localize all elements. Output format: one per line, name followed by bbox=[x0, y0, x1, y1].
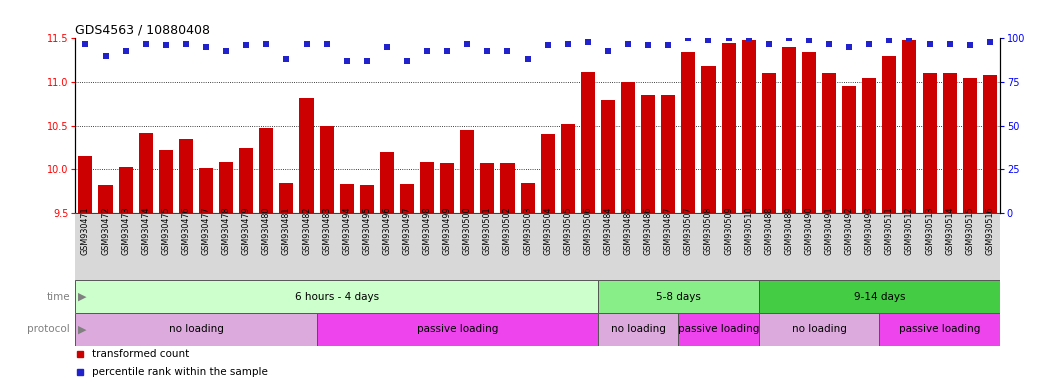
Text: percentile rank within the sample: percentile rank within the sample bbox=[92, 366, 268, 377]
Bar bbox=[461, 130, 474, 213]
Bar bbox=[79, 156, 92, 213]
Text: no loading: no loading bbox=[169, 324, 223, 334]
Bar bbox=[759, 280, 1000, 313]
Text: 5-8 days: 5-8 days bbox=[655, 291, 700, 302]
Bar bbox=[481, 163, 494, 213]
Bar bbox=[540, 134, 555, 213]
Text: 9-14 days: 9-14 days bbox=[853, 291, 905, 302]
Bar bbox=[400, 184, 414, 213]
Bar bbox=[759, 313, 879, 346]
Bar bbox=[883, 56, 896, 213]
Text: protocol: protocol bbox=[27, 324, 70, 334]
Text: transformed count: transformed count bbox=[92, 349, 190, 359]
Bar bbox=[903, 40, 916, 213]
Text: no loading: no loading bbox=[792, 324, 846, 334]
Bar bbox=[118, 167, 133, 213]
Bar bbox=[219, 162, 233, 213]
Bar bbox=[581, 71, 595, 213]
Text: ▶: ▶ bbox=[77, 291, 86, 302]
Bar bbox=[598, 280, 759, 313]
Bar bbox=[319, 126, 334, 213]
Text: 6 hours - 4 days: 6 hours - 4 days bbox=[294, 291, 379, 302]
Bar bbox=[500, 163, 514, 213]
Bar bbox=[598, 313, 678, 346]
Bar bbox=[420, 162, 435, 213]
Bar bbox=[239, 147, 253, 213]
Text: passive loading: passive loading bbox=[677, 324, 759, 334]
Bar bbox=[641, 95, 655, 213]
Bar bbox=[316, 313, 598, 346]
Bar bbox=[98, 185, 113, 213]
Bar bbox=[75, 280, 598, 313]
Bar bbox=[299, 98, 313, 213]
Text: no loading: no loading bbox=[610, 324, 666, 334]
Bar bbox=[520, 182, 535, 213]
Text: time: time bbox=[46, 291, 70, 302]
Bar bbox=[280, 182, 293, 213]
Bar bbox=[741, 40, 756, 213]
Text: passive loading: passive loading bbox=[417, 324, 498, 334]
Text: passive loading: passive loading bbox=[899, 324, 980, 334]
Bar bbox=[199, 168, 213, 213]
Bar bbox=[782, 47, 796, 213]
Bar bbox=[360, 185, 374, 213]
Bar bbox=[942, 73, 957, 213]
Bar bbox=[721, 43, 736, 213]
Bar bbox=[260, 128, 273, 213]
Bar bbox=[701, 66, 715, 213]
Bar bbox=[879, 313, 1000, 346]
Bar bbox=[922, 73, 937, 213]
Bar bbox=[962, 78, 977, 213]
Bar bbox=[678, 313, 759, 346]
Bar bbox=[842, 86, 856, 213]
Bar bbox=[762, 73, 776, 213]
Text: GDS4563 / 10880408: GDS4563 / 10880408 bbox=[75, 23, 210, 36]
Bar bbox=[159, 150, 173, 213]
Bar bbox=[339, 184, 354, 213]
Bar bbox=[802, 51, 816, 213]
Bar bbox=[440, 163, 454, 213]
Bar bbox=[621, 82, 636, 213]
Bar bbox=[682, 51, 695, 213]
Bar bbox=[179, 139, 193, 213]
Bar bbox=[863, 78, 876, 213]
Bar bbox=[983, 75, 997, 213]
Bar bbox=[75, 313, 316, 346]
Bar bbox=[822, 73, 837, 213]
Bar bbox=[662, 95, 675, 213]
Bar bbox=[380, 152, 394, 213]
Bar bbox=[561, 124, 575, 213]
Text: ▶: ▶ bbox=[77, 324, 86, 334]
Bar bbox=[601, 99, 615, 213]
Bar bbox=[138, 133, 153, 213]
